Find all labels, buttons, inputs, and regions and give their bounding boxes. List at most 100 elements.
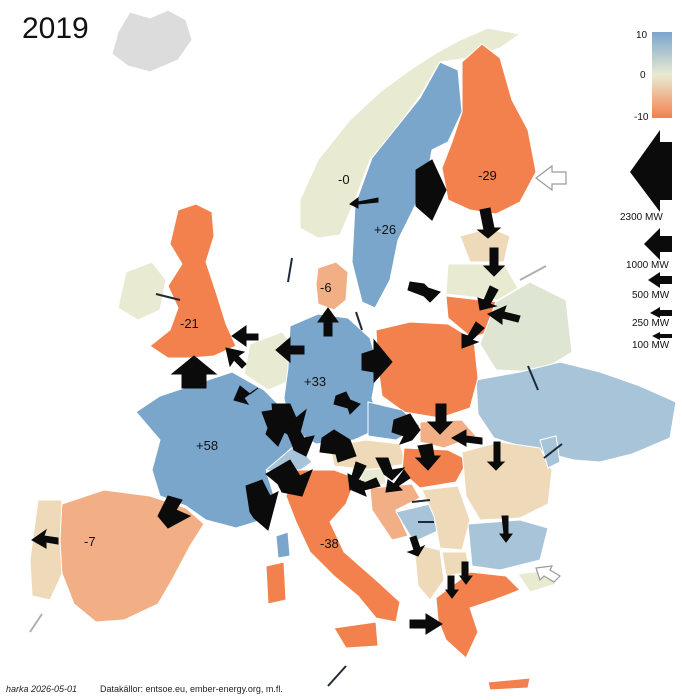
flow-line xyxy=(527,365,539,391)
thin-flow-lines xyxy=(155,257,563,687)
label-italy: -38 xyxy=(320,536,339,551)
legend-arrow-250 xyxy=(650,307,672,318)
flow-arrow xyxy=(231,325,259,347)
region-sardinia xyxy=(265,561,287,605)
flow-arrow xyxy=(170,355,218,389)
flow-arrow xyxy=(461,321,485,349)
legend-label-100: 100 MW xyxy=(632,340,670,351)
flow-arrows xyxy=(31,159,521,635)
region-portugal xyxy=(29,499,63,601)
flow-arrow xyxy=(414,443,442,471)
region-greece xyxy=(435,571,521,659)
gray-lines xyxy=(29,265,547,633)
flow-arrow xyxy=(391,413,421,445)
region-belarus xyxy=(479,281,573,373)
label-sweden: +26 xyxy=(374,222,396,237)
region-denmark xyxy=(315,261,349,311)
region-moldova xyxy=(539,435,561,469)
flow-arrow xyxy=(477,285,499,311)
flow-line xyxy=(287,257,293,283)
flow-arrow xyxy=(450,429,483,447)
flow-arrow xyxy=(317,307,339,337)
region-bulgaria xyxy=(467,519,549,571)
flow-arrow xyxy=(476,207,502,239)
flow-arrow xyxy=(385,469,411,493)
scale-mid-label: 0 xyxy=(640,70,646,81)
region-ireland xyxy=(117,261,167,321)
flow-arrow xyxy=(499,515,513,543)
flow-arrow xyxy=(375,457,406,481)
region-croatia xyxy=(369,483,421,541)
label-norway: -0 xyxy=(338,172,350,187)
legend-label-1000: 1000 MW xyxy=(626,260,669,271)
flow-arrow xyxy=(333,391,361,415)
legend-label-500: 500 MW xyxy=(632,290,670,301)
import-arrow-finland xyxy=(535,164,567,192)
hollow-arrows xyxy=(535,164,567,583)
sources-credit: Datakällor: entsoe.eu, ember-energy.org,… xyxy=(100,684,283,694)
color-scale-legend: 10 0 -10 xyxy=(634,30,672,123)
flow-arrow xyxy=(233,385,259,405)
legend-arrow-2300 xyxy=(630,130,672,212)
region-italy xyxy=(285,469,401,623)
flow-arrow xyxy=(406,535,426,557)
flow-arrow xyxy=(319,429,357,463)
flow-arrow xyxy=(407,281,441,303)
region-sicily xyxy=(333,621,379,649)
label-denmark: -6 xyxy=(320,280,332,295)
flow-arrow xyxy=(426,403,454,435)
flow-arrow xyxy=(275,336,305,364)
legend-arrow-1000 xyxy=(644,228,672,260)
flow-arrow xyxy=(459,561,473,585)
flow-arrow xyxy=(261,409,289,447)
flow-line xyxy=(411,499,431,503)
flow-arrow xyxy=(486,441,506,471)
scale-min-label: -10 xyxy=(634,112,649,123)
flow-arrow xyxy=(245,479,279,531)
region-crete xyxy=(487,677,531,691)
flow-arrow xyxy=(445,575,459,599)
flow-arrow xyxy=(409,613,443,635)
label-uk: -21 xyxy=(180,316,199,331)
region-montenegro-albania xyxy=(413,543,445,601)
scale-max-label: 10 xyxy=(636,30,648,41)
flow-line xyxy=(155,293,181,301)
label-france: +58 xyxy=(196,438,218,453)
label-germany: +33 xyxy=(304,374,326,389)
flow-line xyxy=(519,265,547,281)
flow-arrow xyxy=(225,347,247,369)
flow-line xyxy=(355,311,363,331)
region-corsica xyxy=(275,531,291,559)
region-spain xyxy=(57,489,205,623)
legend-arrow-500 xyxy=(648,272,672,288)
region-serbia xyxy=(421,485,471,551)
label-spain: -7 xyxy=(84,534,96,549)
region-ukraine xyxy=(475,361,677,463)
region-uk xyxy=(149,203,237,359)
flow-line xyxy=(543,443,563,459)
flow-arrow xyxy=(31,528,59,549)
flow-arrow xyxy=(265,459,313,497)
flow-line xyxy=(327,665,347,687)
flow-arrow xyxy=(349,197,379,209)
label-finland: -29 xyxy=(478,168,497,183)
region-hungary xyxy=(401,447,469,489)
color-scale-bar xyxy=(652,32,672,118)
region-romania xyxy=(461,441,553,521)
region-poland xyxy=(375,321,479,419)
region-finland xyxy=(441,43,537,215)
year-title: 2019 xyxy=(22,12,89,45)
arrow-size-legend: 2300 MW 1000 MW 500 MW 250 MW 100 MW xyxy=(620,130,672,351)
flow-arrow xyxy=(157,495,192,529)
flow-arrow xyxy=(482,247,506,277)
region-latvia xyxy=(445,263,519,301)
flow-line xyxy=(29,613,43,633)
legend-arrow-100 xyxy=(652,332,672,340)
flow-arrow xyxy=(415,159,447,221)
author-credit: harka 2026-05-01 xyxy=(6,684,78,694)
flow-arrow xyxy=(351,477,381,497)
legend-label-250: 250 MW xyxy=(632,318,670,329)
region-iceland xyxy=(111,9,193,73)
import-arrow-turkey xyxy=(535,565,561,583)
